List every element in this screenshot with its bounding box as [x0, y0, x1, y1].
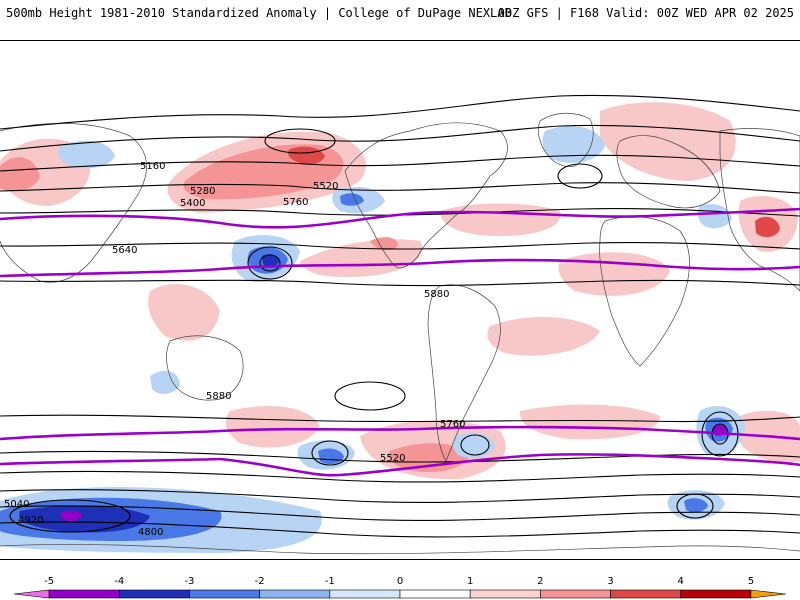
closed-high-contour	[334, 381, 406, 411]
colorbar-segment	[118, 589, 190, 599]
colorbar-segment	[610, 589, 682, 599]
colorbar: -5 -4 -3 -2 -1 0 1 2 3 4 5	[13, 576, 787, 599]
closed-low-contour	[460, 434, 490, 456]
anomaly-negative	[697, 204, 732, 229]
anomaly-positive	[370, 237, 398, 251]
height-contours	[0, 94, 800, 538]
anomaly-negative	[340, 193, 364, 206]
colorbar-segment	[399, 589, 471, 599]
antarctica-coast	[0, 544, 800, 555]
anomaly-positive	[388, 443, 470, 473]
closed-low-contour	[247, 246, 293, 280]
colorbar-tick-label: 4	[678, 576, 684, 587]
contour-label: 5640	[112, 245, 137, 256]
height-contour	[0, 154, 800, 172]
colorbar-tick-label: -1	[325, 576, 335, 587]
asia-coast	[719, 128, 800, 292]
highlighted-contours	[0, 207, 800, 477]
contour-label: 5760	[283, 197, 308, 208]
colorbar-tick-label: -3	[184, 576, 194, 587]
colorbar-segment	[48, 589, 120, 599]
contour-label: 5520	[313, 181, 338, 192]
anomaly-positive	[755, 216, 780, 238]
height-contour	[0, 124, 800, 152]
contour-label: 5160	[140, 161, 165, 172]
model-run-info: 00Z GFS | F168 Valid: 00Z WED APR 02 202…	[497, 6, 794, 20]
colorbar-segment	[259, 589, 331, 599]
greenland-coast	[537, 112, 594, 167]
anomaly-negative	[542, 126, 605, 163]
contour-label: 4800	[138, 527, 163, 538]
anomaly-shading	[0, 102, 800, 553]
height-contour	[0, 505, 800, 521]
highlight-contour-5760-nh	[0, 258, 800, 278]
closed-low-contour	[676, 493, 714, 519]
closed-low-contour	[259, 254, 281, 272]
colorbar-segment	[189, 589, 260, 599]
height-contour	[0, 182, 800, 194]
height-contour	[0, 521, 800, 538]
colorbar-segment	[13, 589, 50, 599]
height-contour	[0, 94, 800, 130]
colorbar-tick-label: 1	[467, 576, 473, 587]
highlight-contour-5520-nh	[0, 207, 800, 229]
contour-label: 5040	[4, 499, 29, 510]
contour-label: 5520	[380, 453, 405, 464]
anomaly-positive	[0, 157, 40, 191]
map-title: 500mb Height 1981-2010 Standardized Anom…	[6, 6, 512, 20]
australia-coast	[166, 335, 244, 401]
anomaly-negative	[150, 370, 180, 394]
anomaly-positive	[600, 102, 736, 181]
europe-coast	[616, 135, 721, 209]
colorbar-tick-label: 5	[748, 576, 754, 587]
height-contour	[0, 450, 800, 463]
contour-label: 5760	[440, 419, 465, 430]
anomaly-positive	[487, 316, 600, 356]
height-contour	[0, 414, 800, 423]
highlight-contour-5760-sh	[0, 425, 800, 441]
colorbar-tick-label: 0	[397, 576, 403, 587]
anomaly-negative	[60, 510, 82, 521]
contour-label: 5880	[206, 391, 231, 402]
closed-low-contour	[311, 440, 349, 466]
highlight-contour-5520-sh	[0, 453, 800, 477]
anomaly-positive	[519, 404, 660, 440]
contour-label: 4920	[18, 515, 43, 526]
height-contour	[0, 470, 800, 483]
colorbar-segment	[329, 589, 401, 599]
height-contour	[0, 279, 800, 287]
colorbar-segment	[540, 589, 611, 599]
anomaly-map: 5160 5280 5520 5400 5640 5760 5880 5040 …	[0, 40, 800, 560]
height-contour	[0, 489, 800, 503]
colorbar-tick-labels: -5 -4 -3 -2 -1 0 1 2 3 4 5	[44, 576, 754, 587]
anomaly-negative	[262, 254, 279, 267]
height-contour	[0, 208, 800, 217]
anomaly-positive	[287, 146, 325, 165]
height-contour	[0, 242, 800, 250]
anomaly-positive	[225, 406, 320, 448]
contour-label: 5400	[180, 198, 205, 209]
colorbar-tick-label: -4	[114, 576, 124, 587]
colorbar-segments	[13, 589, 787, 599]
colorbar-segment	[680, 589, 752, 599]
contour-labels: 5160 5280 5520 5400 5640 5760 5880 5040 …	[4, 161, 465, 538]
closed-high-contour	[264, 128, 336, 154]
anomaly-negative	[58, 140, 115, 169]
anomaly-negative	[684, 498, 708, 513]
colorbar-segment	[750, 589, 787, 599]
south-america-coast	[427, 284, 501, 462]
colorbar-tick-label: 3	[607, 576, 613, 587]
closed-high-contour	[557, 163, 603, 189]
africa-coast	[599, 216, 690, 367]
contour-label: 5280	[190, 186, 215, 197]
colorbar-tick-label: -2	[255, 576, 265, 587]
colorbar-segment	[469, 589, 541, 599]
anomaly-positive	[558, 252, 670, 296]
colorbar-tick-label: 2	[537, 576, 543, 587]
colorbar-tick-label: -5	[44, 576, 54, 587]
anomaly-positive	[148, 283, 220, 341]
closed-low-contour	[9, 499, 131, 533]
contour-label: 5880	[424, 289, 449, 300]
